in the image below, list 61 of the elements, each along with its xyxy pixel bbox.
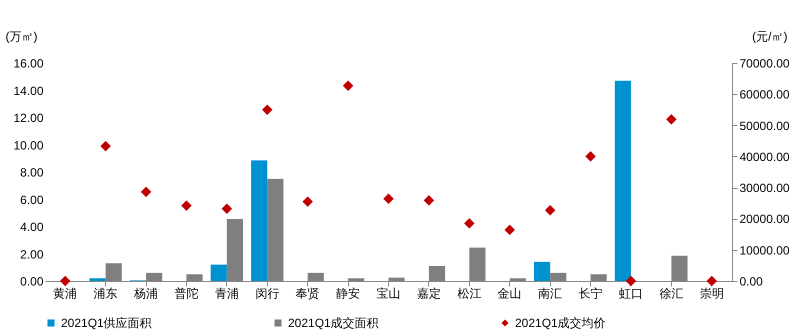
y-tick-label: 6.00: [20, 192, 44, 207]
y-tick-label: 14.00: [13, 84, 44, 98]
legend-label: 2021Q1成交面积: [288, 316, 379, 330]
y2-tick-label: 30000.00: [740, 181, 790, 196]
y-tick-label: 12.00: [13, 111, 44, 125]
y-tick-label: 16.00: [13, 56, 44, 70]
point: [100, 140, 111, 152]
x-tick-label: 虹口: [618, 286, 643, 300]
point: [585, 151, 596, 162]
x-tick-label: 宝山: [376, 286, 400, 300]
x-tick-label: 闵行: [255, 286, 280, 300]
point: [302, 196, 313, 207]
y2-tick-label: 60000.00: [740, 88, 790, 102]
bar: [534, 262, 550, 281]
point: [424, 195, 434, 206]
x-tick-label: 徐汇: [659, 286, 684, 300]
x-tick-label: 浦东: [94, 286, 118, 300]
bar: [251, 160, 268, 281]
point: [383, 194, 394, 204]
y-tick-label: 4.00: [20, 220, 44, 234]
x-tick-label: 静安: [336, 286, 360, 300]
y2-tick-label: 10000.00: [740, 243, 790, 258]
x-tick-label: 杨浦: [133, 286, 158, 300]
point: [544, 205, 556, 216]
legend-label: 2021Q1成交均价: [515, 316, 606, 330]
x-tick-label: 南汇: [538, 286, 562, 300]
y2-tick-label: 70000.00: [740, 56, 790, 70]
y-tick-label: 2.00: [20, 247, 44, 262]
point: [464, 218, 475, 229]
y2-tick-label: 20000.00: [740, 212, 790, 226]
point: [706, 276, 718, 286]
point: [342, 80, 354, 91]
y2-axis-title: (元/㎡): [752, 30, 788, 44]
y2-tick-label: 0.00: [740, 274, 764, 288]
point: [504, 224, 515, 236]
x-tick-label: 黄浦: [53, 286, 78, 300]
point: [626, 276, 636, 286]
y-tick-label: 0.00: [20, 274, 44, 288]
point: [262, 104, 273, 115]
point: [60, 276, 70, 286]
bar: [210, 264, 227, 281]
point: [222, 204, 232, 214]
bar: [89, 278, 106, 281]
y-axis-title: (万㎡): [6, 30, 38, 44]
x-tick-label: 长宁: [578, 286, 603, 300]
y2-tick-label: 50000.00: [740, 118, 790, 133]
point: [666, 114, 677, 125]
y-tick-label: 10.00: [13, 138, 44, 152]
x-tick-label: 金山: [498, 286, 522, 300]
y-tick-label: 8.00: [20, 166, 44, 180]
x-tick-label: 嘉定: [416, 286, 441, 300]
y2-tick-label: 40000.00: [740, 150, 790, 164]
bar: [614, 80, 631, 281]
point: [181, 200, 192, 211]
x-tick-label: 奉贤: [296, 286, 320, 300]
x-tick-label: 崇明: [700, 286, 724, 300]
legend-label: 2021Q1供应面积: [61, 316, 152, 330]
x-tick-label: 普陀: [174, 286, 198, 300]
point: [140, 186, 152, 198]
x-tick-label: 松江: [457, 286, 482, 300]
x-tick-label: 青浦: [214, 286, 239, 300]
